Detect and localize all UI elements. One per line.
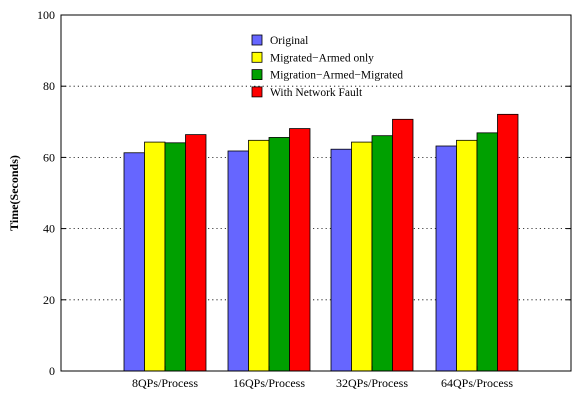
bar	[123, 152, 145, 372]
bar	[456, 139, 478, 372]
legend-swatch	[251, 34, 263, 46]
legend-label: Migrated−Armed only	[270, 52, 374, 64]
bar	[351, 141, 373, 372]
bar	[164, 142, 186, 372]
legend-label: Original	[270, 35, 308, 47]
y-tick-label: 80	[43, 79, 55, 93]
legend: Original Migrated−Armed only Migration−Arm…	[251, 34, 403, 99]
bar	[497, 113, 519, 372]
y-axis-label: Time(Seconds)	[7, 155, 21, 231]
axis-ticks: 0 20 40 60 80 100 8QPs/Process 16QPs/Process 32Q…	[37, 8, 571, 390]
bar	[185, 134, 207, 372]
bar	[330, 148, 352, 372]
y-tick-label: 20	[43, 293, 55, 307]
legend-swatch	[251, 69, 263, 80]
bar	[435, 145, 457, 372]
x-tick-label: 64QPs/Process	[441, 376, 513, 390]
bar	[476, 132, 498, 372]
y-tick-label: 100	[37, 8, 55, 22]
legend-swatch	[251, 51, 263, 63]
bar	[144, 141, 166, 372]
bar	[227, 150, 249, 372]
y-tick-label: 60	[43, 150, 55, 164]
bar	[371, 135, 393, 372]
legend-label: With Network Fault	[270, 87, 363, 99]
bar	[289, 128, 311, 372]
legend-swatch	[251, 86, 263, 98]
x-tick-label: 16QPs/Process	[233, 376, 305, 390]
bars	[123, 113, 519, 372]
plot-frame	[60, 14, 572, 372]
y-tick-label: 0	[49, 364, 55, 378]
y-tick-label: 40	[43, 222, 55, 236]
bar	[268, 137, 290, 372]
bar	[248, 139, 270, 372]
x-tick-label: 32QPs/Process	[336, 376, 408, 390]
x-tick-label: 8QPs/Process	[132, 376, 198, 390]
legend-label: Migration−Armed−Migrated	[270, 70, 403, 82]
bar	[392, 118, 414, 372]
